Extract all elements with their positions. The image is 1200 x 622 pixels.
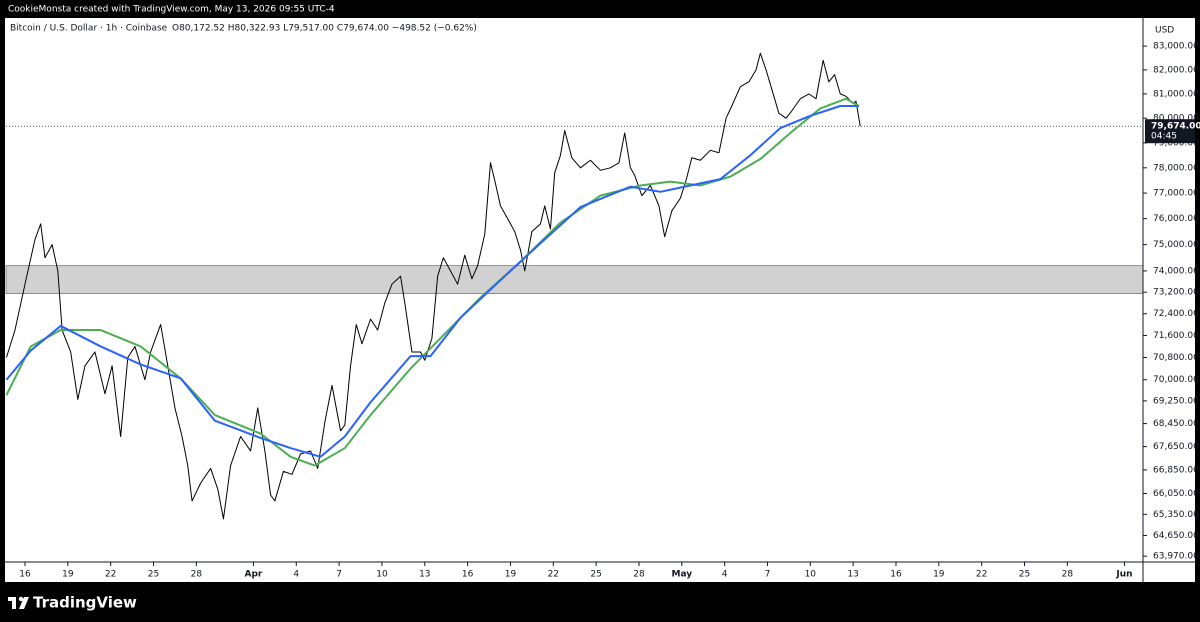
x-tick-label: 25 bbox=[148, 570, 159, 580]
x-tick-label: 19 bbox=[505, 570, 517, 580]
brand: TradingView bbox=[33, 594, 137, 612]
y-tick-label: 76,000.00 bbox=[1153, 214, 1199, 224]
x-tick-label: 16 bbox=[19, 570, 31, 580]
y-tick-label: 63,970.00 bbox=[1153, 552, 1199, 562]
y-tick-label: 66,050.00 bbox=[1153, 489, 1199, 499]
attribution: CookieMonsta created with TradingView.co… bbox=[8, 5, 335, 15]
x-tick-label: 22 bbox=[976, 570, 987, 580]
y-tick-label: 64,650.00 bbox=[1153, 531, 1199, 541]
x-tick-label: 4 bbox=[293, 570, 299, 580]
series-line bbox=[6, 97, 860, 467]
brand-logo bbox=[8, 596, 29, 609]
y-tick-label: 70,800.00 bbox=[1153, 353, 1199, 363]
y-tick-label: 71,600.00 bbox=[1153, 331, 1199, 341]
y-tick-label: 81,000.00 bbox=[1153, 89, 1199, 99]
x-tick-label: 7 bbox=[765, 570, 771, 580]
y-tick-label: 68,450.00 bbox=[1153, 419, 1199, 429]
x-tick-label: 28 bbox=[633, 570, 645, 580]
x-tick-label: May bbox=[671, 570, 692, 580]
x-tick-label: 19 bbox=[933, 570, 945, 580]
x-tick-label: 10 bbox=[805, 570, 817, 580]
series-line bbox=[6, 105, 859, 458]
y-tick-label: 82,000.00 bbox=[1153, 65, 1199, 75]
y-tick-label: 83,000.00 bbox=[1153, 42, 1199, 52]
y-tick-label: 70,000.00 bbox=[1153, 375, 1199, 385]
x-tick-label: 25 bbox=[1019, 570, 1030, 580]
x-tick-label: 13 bbox=[419, 570, 430, 580]
zone bbox=[5, 265, 1144, 294]
y-tick-label: 66,850.00 bbox=[1153, 465, 1199, 475]
countdown: 04:45 bbox=[1151, 132, 1177, 142]
y-tick-label: 75,000.00 bbox=[1153, 240, 1199, 250]
x-tick-label: 28 bbox=[191, 570, 203, 580]
x-tick-label: 13 bbox=[847, 570, 858, 580]
y-tick-label: 74,000.00 bbox=[1153, 266, 1199, 276]
x-tick-label: Apr bbox=[245, 570, 263, 580]
y-tick-label: 73,200.00 bbox=[1153, 288, 1199, 298]
x-tick-label: 7 bbox=[336, 570, 342, 580]
last-price-label: 79,674.00 bbox=[1151, 122, 1200, 132]
y-tick-label: 79,000.00 bbox=[1153, 138, 1199, 148]
x-tick-label: 16 bbox=[890, 570, 902, 580]
x-tick-label: 19 bbox=[62, 570, 74, 580]
last-price-tag bbox=[1145, 119, 1195, 144]
y-tick-label: 77,000.00 bbox=[1153, 189, 1199, 199]
x-tick-label: 10 bbox=[376, 570, 388, 580]
x-tick-label: 25 bbox=[590, 570, 601, 580]
chart-panel bbox=[5, 18, 1195, 582]
y-tick-label: 67,650.00 bbox=[1153, 442, 1199, 452]
y-tick-label: 80,000.00 bbox=[1153, 114, 1199, 124]
x-tick-label: 16 bbox=[462, 570, 474, 580]
y-tick-label: 69,250.00 bbox=[1153, 396, 1199, 406]
x-tick-label: Jun bbox=[1115, 570, 1132, 580]
currency: USD bbox=[1155, 26, 1174, 36]
ohlc: O80,172.52 H80,322.93 L79,517.00 C79,674… bbox=[172, 24, 477, 34]
x-tick-label: 28 bbox=[1062, 570, 1074, 580]
y-tick-label: 72,400.00 bbox=[1153, 309, 1199, 319]
series-line bbox=[6, 52, 861, 520]
x-tick-label: 4 bbox=[722, 570, 728, 580]
x-tick-label: 22 bbox=[548, 570, 559, 580]
y-tick-label: 78,000.00 bbox=[1153, 163, 1199, 173]
symbol: Bitcoin / U.S. Dollar · 1h · Coinbase bbox=[10, 24, 168, 34]
x-tick-label: 22 bbox=[105, 570, 116, 580]
y-tick-label: 65,350.00 bbox=[1153, 510, 1199, 520]
